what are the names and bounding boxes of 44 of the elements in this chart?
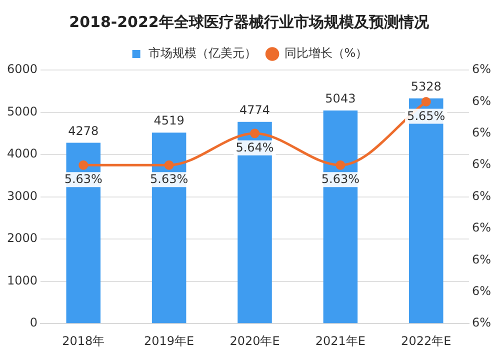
y2-tick-label: 6% [472, 157, 492, 172]
bar [238, 122, 272, 324]
point [421, 96, 431, 106]
x-tick-label: 2022年E [401, 334, 452, 348]
legend-label: 市场规模（亿美元） [148, 46, 256, 60]
x-tick-label: 2018年 [62, 334, 105, 348]
y-tick-label: 1000 [6, 273, 38, 288]
point [336, 160, 346, 170]
data-label: 5.63% [150, 172, 188, 186]
y2-tick-label: 6% [472, 126, 492, 140]
y2-tick-label: 6% [472, 220, 492, 235]
bar [66, 142, 101, 324]
y2-tick-label: 6% [472, 252, 492, 266]
data-label: 5.63% [321, 172, 360, 186]
point [164, 160, 174, 170]
bar [152, 132, 186, 324]
y2-tick-label: 6% [472, 316, 492, 330]
point [250, 128, 260, 138]
x-tick-label: 2021年E [315, 334, 366, 348]
y2-tick-label: 6% [472, 94, 492, 108]
y2-tick-label: 6% [472, 62, 492, 76]
data-label: 5.64% [236, 140, 274, 155]
data-label: 5.65% [407, 108, 446, 123]
chart-title: 2018-2022年全球医疗器械行业市场规模及预测情况 [69, 12, 430, 31]
data-label: 5328 [410, 80, 442, 94]
x-tick-label: 2019年E [144, 334, 194, 348]
y-tick-label: 6000 [6, 62, 38, 76]
y-tick-label: 2000 [6, 231, 38, 246]
y-tick-label: 0 [30, 316, 38, 330]
data-label: 5043 [325, 92, 356, 106]
y-tick-label: 5000 [6, 104, 38, 118]
bar [408, 98, 444, 324]
legend-label: 同比增长（%） [284, 46, 368, 60]
y-tick-label: 3000 [6, 188, 38, 203]
x-tick-label: 2020年E [230, 334, 280, 348]
data-label: 4519 [154, 114, 184, 128]
y2-tick-label: 6% [472, 188, 492, 203]
data-label: 4774 [239, 102, 270, 117]
bar [323, 110, 358, 324]
data-label: 4278 [68, 124, 99, 138]
y2-tick-label: 6% [472, 284, 492, 298]
y-tick-label: 4000 [6, 146, 38, 161]
data-label: 5.63% [64, 172, 102, 186]
point [78, 160, 88, 170]
